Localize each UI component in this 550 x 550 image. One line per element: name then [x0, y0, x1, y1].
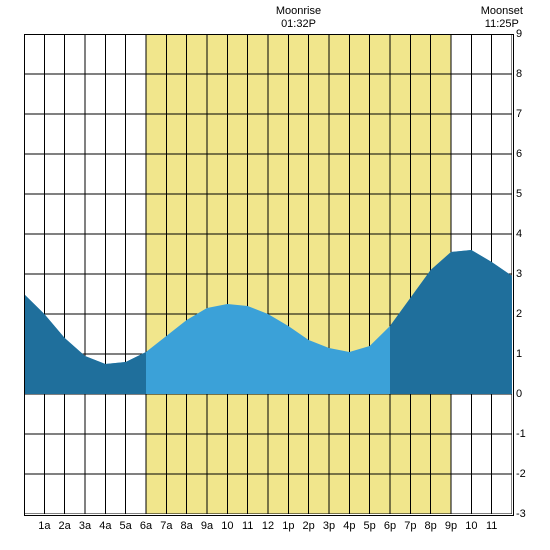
xtick-label: 11 [237, 520, 259, 532]
moonrise-time: 01:32P [269, 18, 329, 31]
xtick-label: 9p [440, 520, 462, 532]
xtick-label: 12 [257, 520, 279, 532]
moonrise-annotation: Moonrise 01:32P [269, 5, 329, 31]
xtick-label: 7a [155, 520, 177, 532]
ytick-label: -1 [516, 428, 536, 440]
xtick-label: 3p [318, 520, 340, 532]
xtick-label: 11 [481, 520, 503, 532]
xtick-label: 5a [115, 520, 137, 532]
xtick-label: 7p [399, 520, 421, 532]
xtick-label: 10 [460, 520, 482, 532]
tide-chart-svg [24, 34, 512, 514]
xtick-label: 4p [338, 520, 360, 532]
xtick-label: 9a [196, 520, 218, 532]
xtick-label: 8p [420, 520, 442, 532]
xtick-label: 1p [277, 520, 299, 532]
ytick-label: 6 [516, 148, 536, 160]
ytick-label: 9 [516, 28, 536, 40]
xtick-label: 8a [176, 520, 198, 532]
ytick-label: -3 [516, 508, 536, 520]
xtick-label: 6a [135, 520, 157, 532]
tide-chart-wrapper: Moonrise 01:32P Moonset 11:25P -3-2-1012… [0, 0, 550, 550]
moonrise-label: Moonrise [269, 5, 329, 18]
ytick-label: 0 [516, 388, 536, 400]
xtick-label: 2p [298, 520, 320, 532]
ytick-label: 5 [516, 188, 536, 200]
ytick-label: 4 [516, 228, 536, 240]
ytick-label: 2 [516, 308, 536, 320]
xtick-label: 4a [94, 520, 116, 532]
xtick-label: 6p [379, 520, 401, 532]
xtick-label: 2a [54, 520, 76, 532]
ytick-label: 1 [516, 348, 536, 360]
moonset-label: Moonset [472, 5, 532, 18]
xtick-label: 5p [359, 520, 381, 532]
ytick-label: 8 [516, 68, 536, 80]
xtick-label: 3a [74, 520, 96, 532]
xtick-label: 10 [216, 520, 238, 532]
ytick-label: 7 [516, 108, 536, 120]
ytick-label: 3 [516, 268, 536, 280]
xtick-label: 1a [33, 520, 55, 532]
ytick-label: -2 [516, 468, 536, 480]
